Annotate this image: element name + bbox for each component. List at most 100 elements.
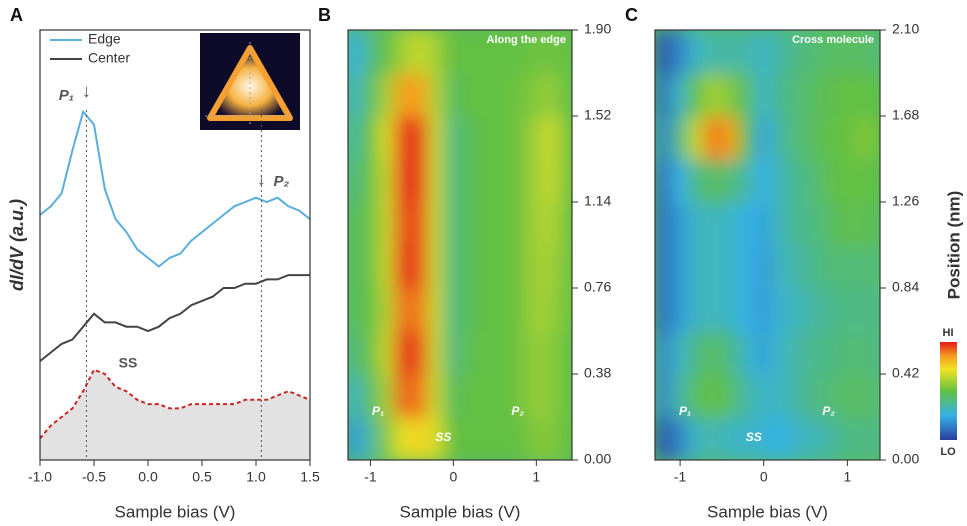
heatmap-cell	[855, 201, 874, 246]
heatmap-cell	[855, 373, 874, 418]
heatmap-cell	[411, 416, 430, 461]
heatmap-cell	[805, 244, 824, 289]
heatmap-cell	[671, 72, 690, 117]
heatmap-cell	[394, 287, 413, 332]
heatmap-cell	[444, 244, 463, 289]
heatmap-cell	[805, 201, 824, 246]
heatmap-cell	[721, 416, 740, 461]
heatmap-cell	[378, 158, 397, 203]
heatmap-cell	[527, 373, 546, 418]
heatmap-cell	[855, 244, 874, 289]
heatmap-cell	[394, 29, 413, 74]
heatmap-cell	[838, 244, 857, 289]
heatmap-cell	[788, 287, 807, 332]
heatmap-cell	[654, 416, 673, 461]
heatmap-cell	[444, 201, 463, 246]
heatmap-cell	[738, 201, 757, 246]
y-tick-label: 2.10	[892, 21, 919, 37]
heatmap-cell	[721, 201, 740, 246]
heatmap-cell	[838, 373, 857, 418]
heatmap-cell	[704, 158, 723, 203]
heatmap-cell	[855, 72, 874, 117]
x-axis-title: Sample bias (V)	[707, 502, 828, 521]
heatmap-cell	[394, 115, 413, 160]
heatmap-cell	[855, 416, 874, 461]
x-tick-label: 0.0	[138, 469, 158, 485]
heatmap-cell	[788, 115, 807, 160]
heatmap-cell	[855, 330, 874, 375]
heatmap-cell	[754, 72, 773, 117]
heatmap-cell	[527, 115, 546, 160]
heatmap-cell	[494, 115, 513, 160]
heatmap-cell	[738, 158, 757, 203]
heatmap-cell	[427, 244, 446, 289]
heatmap-cell	[771, 373, 790, 418]
heatmap-cell	[345, 287, 364, 332]
heatmap-cell	[871, 158, 890, 203]
heatmap-cell	[477, 244, 496, 289]
heatmap-cell	[687, 416, 706, 461]
heatmap-cell	[544, 158, 563, 203]
heatmap-cell	[378, 201, 397, 246]
marker-label: P₂	[274, 173, 290, 190]
heatmap-cell	[427, 330, 446, 375]
heatmap-cell	[687, 330, 706, 375]
heatmap-cell	[871, 29, 890, 74]
heatmap-cell	[345, 244, 364, 289]
marker-arrow: ↓	[257, 169, 266, 189]
heatmap-cell	[654, 201, 673, 246]
heatmap-cell	[771, 29, 790, 74]
heatmap-cell	[754, 201, 773, 246]
heatmap-cell	[788, 330, 807, 375]
x-tick-label: -1	[674, 469, 687, 485]
inset-image	[200, 33, 300, 130]
heatmap-cell	[721, 244, 740, 289]
heatmap-cell	[871, 115, 890, 160]
heatmap-cell	[494, 416, 513, 461]
heatmap-cell	[345, 115, 364, 160]
heatmap-cell	[527, 72, 546, 117]
heatmap-cell	[654, 330, 673, 375]
heatmap-cell	[544, 416, 563, 461]
heatmap-cell	[477, 72, 496, 117]
heatmap-cell	[560, 115, 579, 160]
heatmap-cell	[544, 72, 563, 117]
heatmap-cell	[704, 29, 723, 74]
heatmap-cell	[671, 29, 690, 74]
heatmap-cell	[788, 373, 807, 418]
heatmap-cell	[754, 330, 773, 375]
heatmap-cell	[738, 244, 757, 289]
annotation: P₁	[372, 404, 384, 418]
area	[40, 370, 310, 460]
heatmap-cell	[461, 29, 480, 74]
heatmap-cell	[721, 29, 740, 74]
heatmap-cell	[704, 201, 723, 246]
heatmap-cell	[771, 115, 790, 160]
heatmap-cell	[477, 158, 496, 203]
heatmap-cell	[687, 201, 706, 246]
y-tick-label: 1.90	[584, 21, 611, 37]
heatmap-cell	[771, 244, 790, 289]
heatmap-cell	[821, 287, 840, 332]
heatmap-cell	[671, 330, 690, 375]
heatmap-cell	[510, 330, 529, 375]
heatmap-cell	[721, 330, 740, 375]
y-tick-label: 1.52	[584, 107, 611, 123]
heatmap-cell	[754, 373, 773, 418]
heatmap-cell	[427, 373, 446, 418]
heatmap-cell	[527, 158, 546, 203]
heatmap-cell	[510, 115, 529, 160]
heatmap-cell	[805, 287, 824, 332]
heatmap-cell	[788, 244, 807, 289]
heatmap-cell	[838, 72, 857, 117]
heatmap-cell	[361, 330, 380, 375]
heatmap-cell	[461, 287, 480, 332]
x-tick-label: 0.5	[192, 469, 212, 485]
heatmap-cell	[738, 115, 757, 160]
y-axis-title: dI/dV (a.u.)	[7, 199, 27, 291]
annotation: SS	[746, 430, 762, 444]
heatmap-cell	[510, 201, 529, 246]
heatmap-cell	[821, 158, 840, 203]
heatmap-cell	[411, 330, 430, 375]
panel-label: B	[318, 5, 331, 25]
